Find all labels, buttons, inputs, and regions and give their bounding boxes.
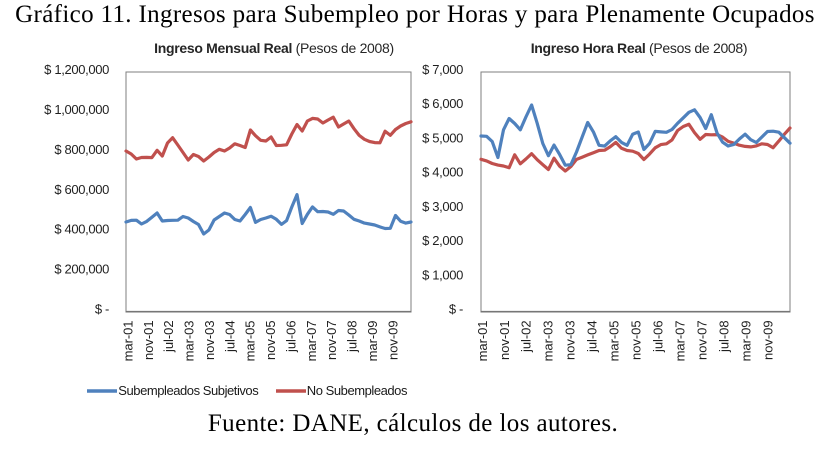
svg-text:$ 600,000: $ 600,000 xyxy=(54,182,109,197)
svg-text:jul-04: jul-04 xyxy=(585,321,600,354)
svg-text:jul-08: jul-08 xyxy=(717,321,732,354)
svg-text:No Subempleados: No Subempleados xyxy=(307,383,408,398)
svg-text:nov-07: nov-07 xyxy=(324,321,339,360)
svg-text:nov-03: nov-03 xyxy=(563,321,578,360)
svg-text:nov-05: nov-05 xyxy=(629,321,644,360)
svg-text:mar-03: mar-03 xyxy=(182,321,197,362)
svg-text:$ 1,000,000: $ 1,000,000 xyxy=(44,102,109,117)
svg-text:jul-02: jul-02 xyxy=(161,321,176,354)
svg-text:jul-04: jul-04 xyxy=(222,321,237,354)
svg-text:nov-05: nov-05 xyxy=(263,321,278,360)
svg-text:mar-05: mar-05 xyxy=(243,321,258,362)
svg-text:jul-08: jul-08 xyxy=(345,321,360,354)
svg-text:nov-03: nov-03 xyxy=(202,321,217,360)
svg-text:$ 800,000: $ 800,000 xyxy=(54,142,109,157)
svg-text:Subempleados Subjetivos: Subempleados Subjetivos xyxy=(118,383,259,398)
svg-text:$ 7,000: $ 7,000 xyxy=(422,62,463,77)
svg-text:mar-09: mar-09 xyxy=(738,321,753,362)
svg-text:mar-07: mar-07 xyxy=(304,321,319,362)
svg-text:jul-02: jul-02 xyxy=(519,321,534,354)
svg-text:nov-01: nov-01 xyxy=(141,321,156,360)
svg-text:$ 200,000: $ 200,000 xyxy=(54,262,109,277)
svg-text:$ 3,000: $ 3,000 xyxy=(422,199,463,214)
svg-text:mar-03: mar-03 xyxy=(541,321,556,362)
svg-text:Ingreso Hora Real (Pesos de 20: Ingreso Hora Real (Pesos de 2008) xyxy=(531,40,748,56)
svg-text:Ingreso Mensual Real (Pesos de: Ingreso Mensual Real (Pesos de 2008) xyxy=(154,40,394,56)
svg-text:jul-06: jul-06 xyxy=(651,321,666,354)
svg-text:mar-05: mar-05 xyxy=(607,321,622,362)
svg-text:nov-07: nov-07 xyxy=(695,321,710,360)
svg-text:mar-01: mar-01 xyxy=(475,321,490,362)
svg-text:$ 1,000: $ 1,000 xyxy=(422,267,463,282)
svg-text:nov-09: nov-09 xyxy=(385,321,400,360)
svg-text:$ 2,000: $ 2,000 xyxy=(422,233,463,248)
svg-text:$ -: $ - xyxy=(449,302,463,317)
svg-text:$ 1,200,000: $ 1,200,000 xyxy=(44,62,109,77)
svg-text:$ 400,000: $ 400,000 xyxy=(54,222,109,237)
svg-text:jul-06: jul-06 xyxy=(283,321,298,354)
svg-text:nov-01: nov-01 xyxy=(497,321,512,360)
svg-text:mar-07: mar-07 xyxy=(673,321,688,362)
svg-text:mar-09: mar-09 xyxy=(365,321,380,362)
svg-text:$ 4,000: $ 4,000 xyxy=(422,165,463,180)
svg-text:mar-01: mar-01 xyxy=(120,321,135,362)
svg-text:nov-09: nov-09 xyxy=(760,321,775,360)
svg-text:$ 6,000: $ 6,000 xyxy=(422,96,463,111)
svg-text:$ -: $ - xyxy=(95,302,109,317)
svg-text:$ 5,000: $ 5,000 xyxy=(422,130,463,145)
